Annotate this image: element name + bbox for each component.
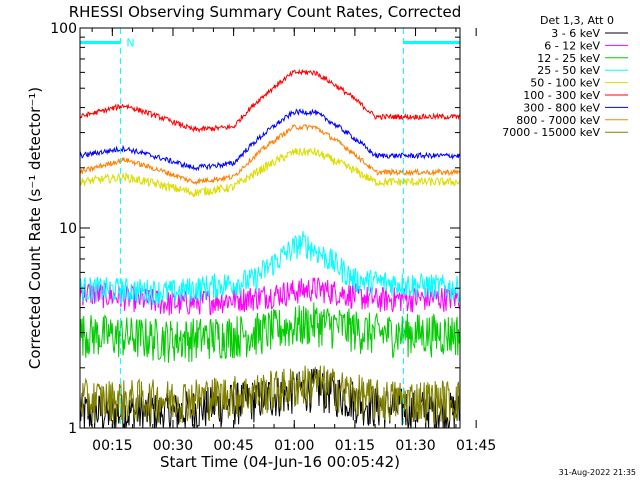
y-axis-label: Corrected Count Rate (s⁻¹ detector⁻¹) [26, 87, 44, 369]
series-line-2 [79, 302, 461, 363]
y-tick-label-2: 100 [50, 21, 77, 37]
x-tick-label-4: 01:15 [335, 438, 375, 454]
legend-header: Det 1,3, Att 0 [540, 14, 614, 27]
x-axis: 00:15 00:30 00:45 01:00 01:15 01:30 01:45 [91, 28, 496, 454]
y-tick-label-0: 1 [68, 421, 77, 437]
x-tick-label-6: 01:45 [456, 438, 496, 454]
series-layer [79, 68, 461, 429]
x-tick-label-3: 01:00 [274, 438, 314, 454]
chart-title: RHESSI Observing Summary Count Rates, Co… [69, 3, 462, 21]
legend-label-8: 7000 - 15000 keV [502, 126, 600, 139]
x-tick-label-1: 00:30 [153, 438, 193, 454]
y-axis: 1 10 100 [50, 21, 460, 437]
series-line-8 [79, 365, 461, 426]
series-line-1 [79, 277, 461, 316]
annotation-label-0: N [126, 36, 134, 49]
timestamp: 31-Aug-2022 21:35 [559, 468, 636, 477]
series-line-7 [79, 124, 461, 186]
x-tick-label-2: 00:45 [213, 438, 253, 454]
series-line-4 [79, 147, 461, 198]
annotation-layer: N [79, 28, 461, 428]
x-tick-label-5: 01:30 [395, 438, 435, 454]
series-line-3 [79, 230, 461, 306]
series-line-5 [79, 68, 461, 134]
legend-label-4: 50 - 100 keV [530, 77, 600, 90]
legend-label-0: 3 - 6 keV [551, 27, 600, 40]
y-tick-label-1: 10 [59, 221, 77, 237]
x-tick-label-0: 00:15 [92, 438, 132, 454]
legend-label-2: 12 - 25 keV [537, 52, 600, 65]
series-line-6 [79, 108, 461, 172]
legend-label-6: 300 - 800 keV [523, 101, 600, 114]
legend-label-1: 6 - 12 keV [544, 39, 600, 52]
legend-label-7: 800 - 7000 keV [516, 114, 600, 127]
legend-label-5: 100 - 300 keV [523, 89, 600, 102]
x-axis-label: Start Time (04-Jun-16 00:05:42) [160, 453, 400, 471]
legend-label-3: 25 - 50 keV [537, 64, 600, 77]
